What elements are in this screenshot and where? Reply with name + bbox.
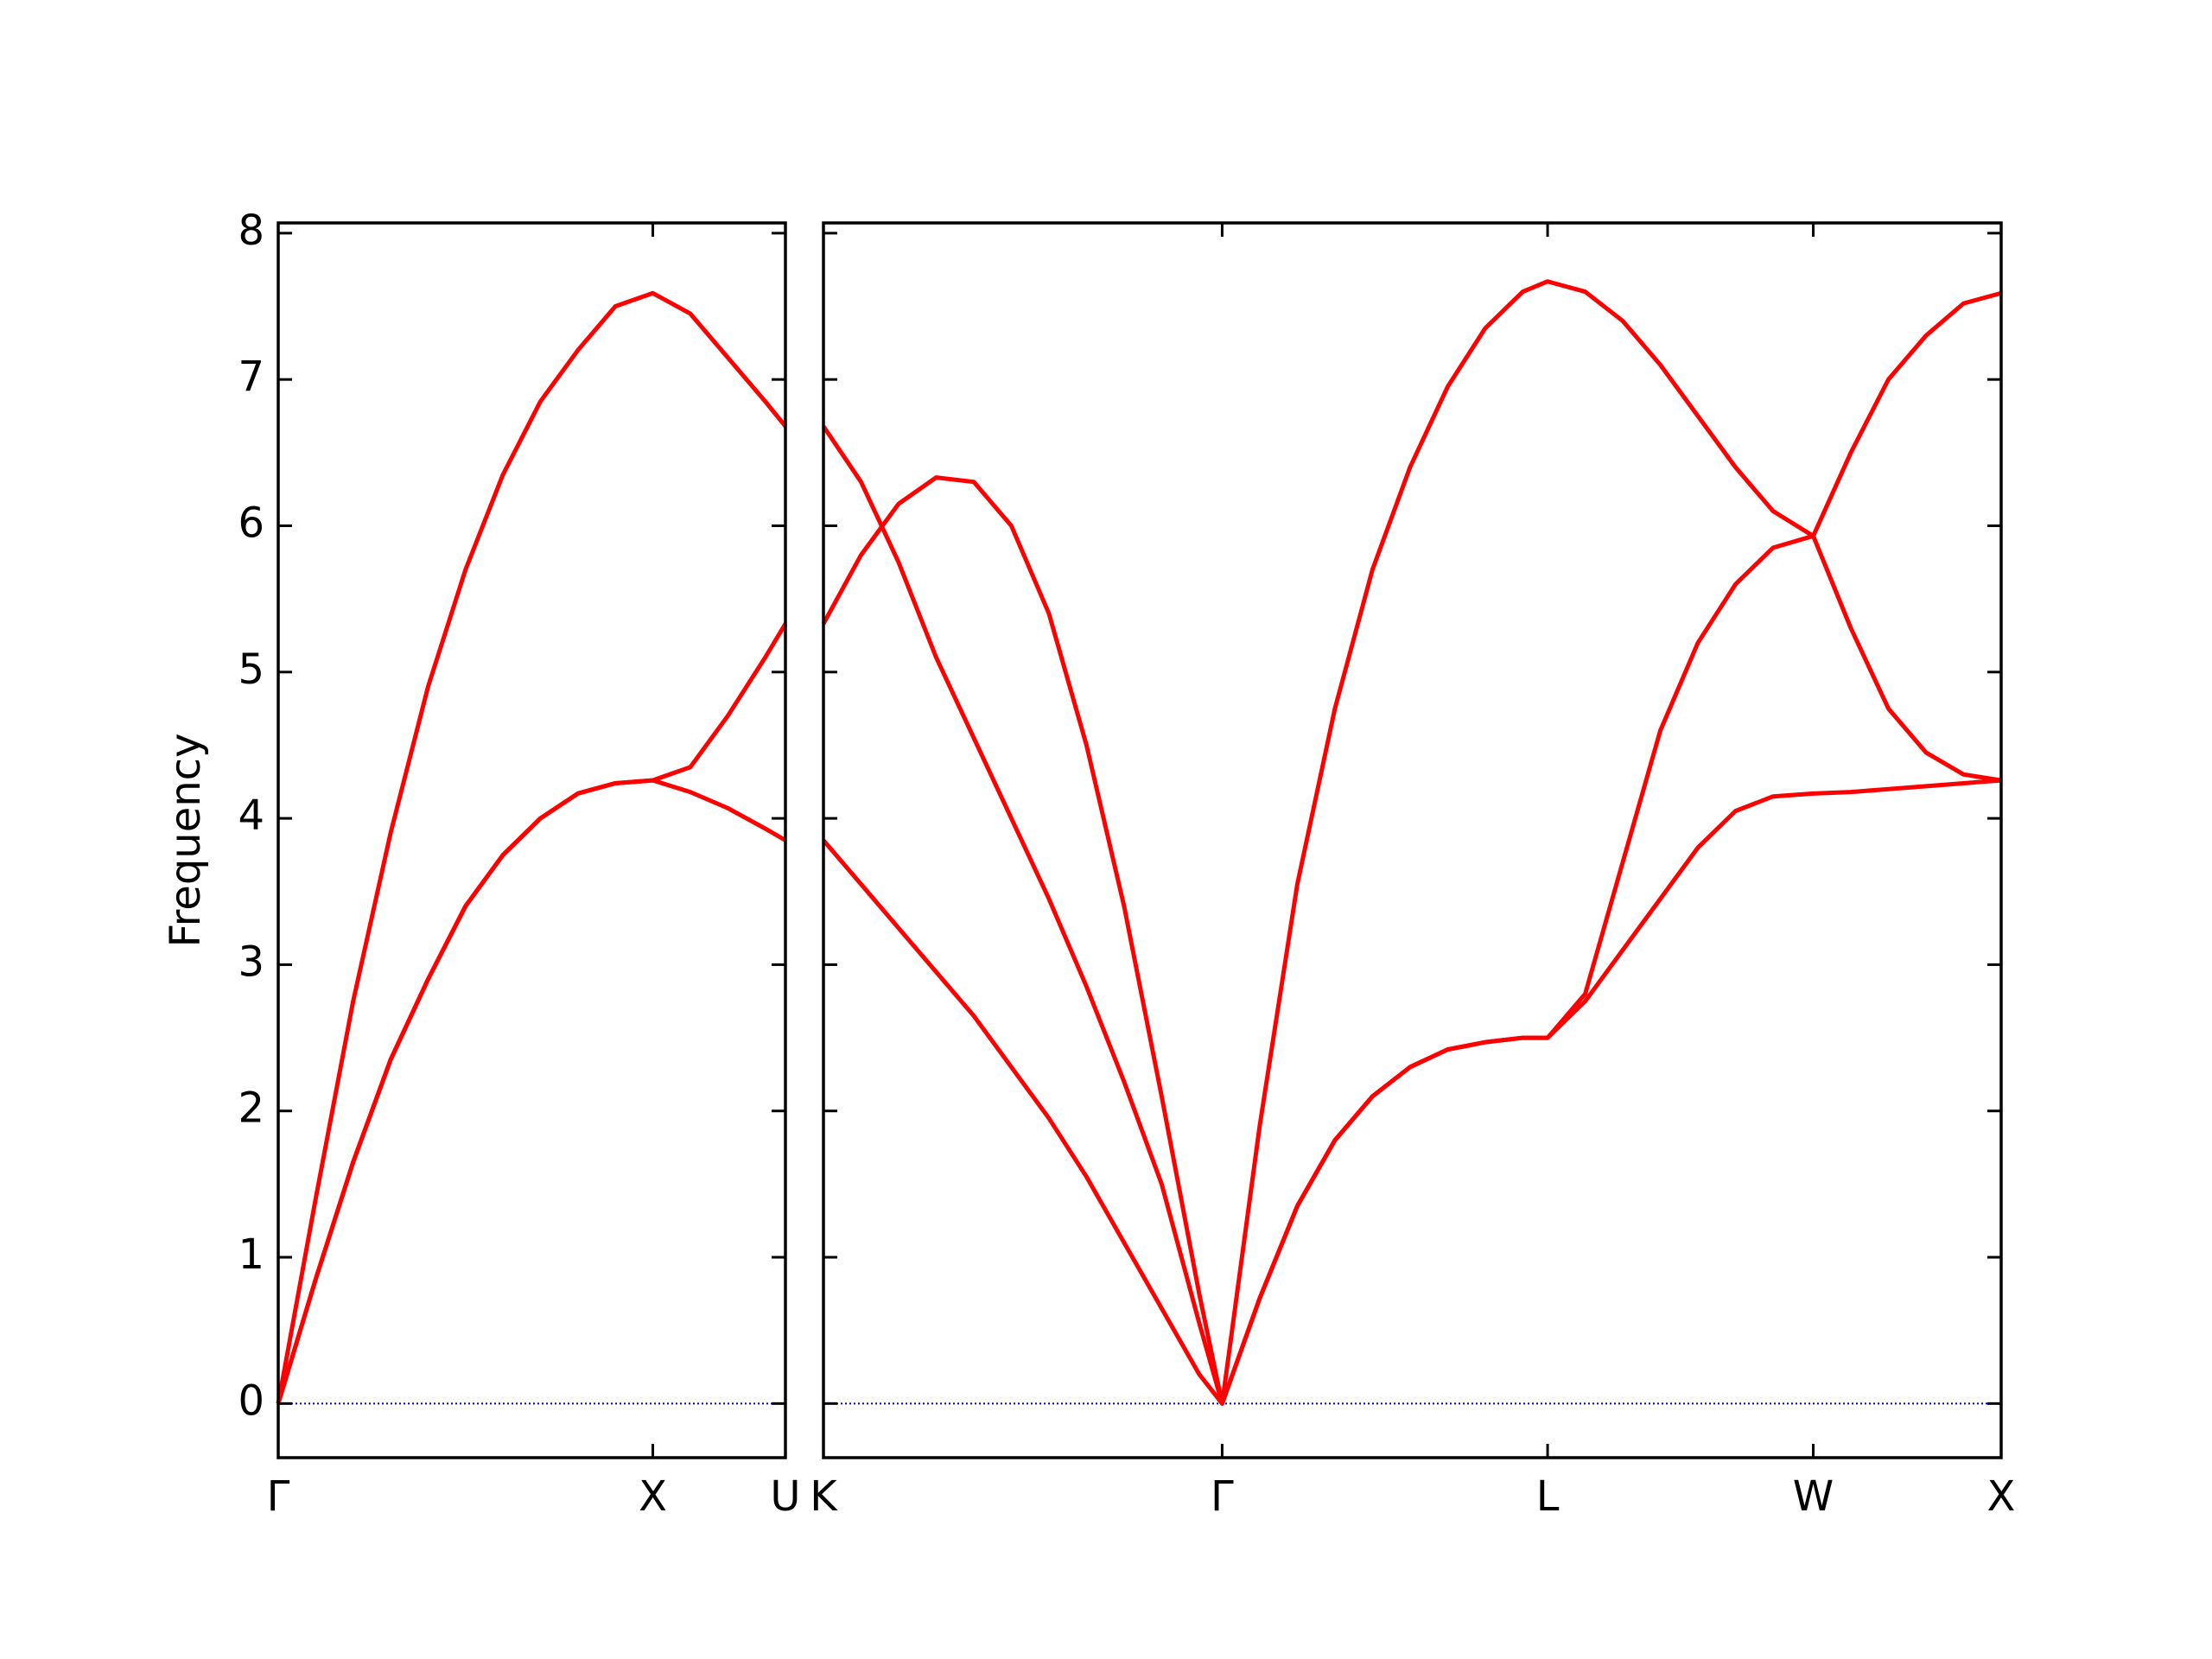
x-tick-label: X (1987, 1472, 2016, 1521)
y-axis-label: Frequency (162, 734, 210, 948)
axes-frame (822, 221, 2003, 1459)
y-tick-label: 8 (238, 207, 264, 255)
band-line (276, 622, 788, 1405)
band-line (821, 279, 2002, 1406)
x-tick-label: Γ (267, 1472, 290, 1521)
y-tick-label: 4 (238, 791, 264, 840)
axes-frame (276, 221, 787, 1459)
band-line (276, 290, 787, 1404)
x-tick-label: W (1793, 1472, 1834, 1521)
y-tick-label: 3 (238, 938, 264, 986)
x-tick-label: L (1536, 1472, 1560, 1521)
y-tick-label: 7 (238, 353, 264, 401)
y-tick-label: 5 (238, 645, 264, 694)
band-line (822, 778, 2002, 1406)
y-tick-label: 6 (238, 499, 264, 547)
x-tick-label: K (810, 1472, 838, 1521)
y-tick-label: 1 (238, 1230, 264, 1279)
band-line (821, 475, 2002, 1406)
y-tick-label: 2 (238, 1084, 264, 1133)
x-tick-label: Γ (1211, 1472, 1234, 1521)
x-tick-label: U (770, 1472, 800, 1521)
x-tick-label: X (639, 1472, 667, 1521)
y-tick-label: 0 (238, 1376, 264, 1425)
band-line (276, 778, 787, 1405)
